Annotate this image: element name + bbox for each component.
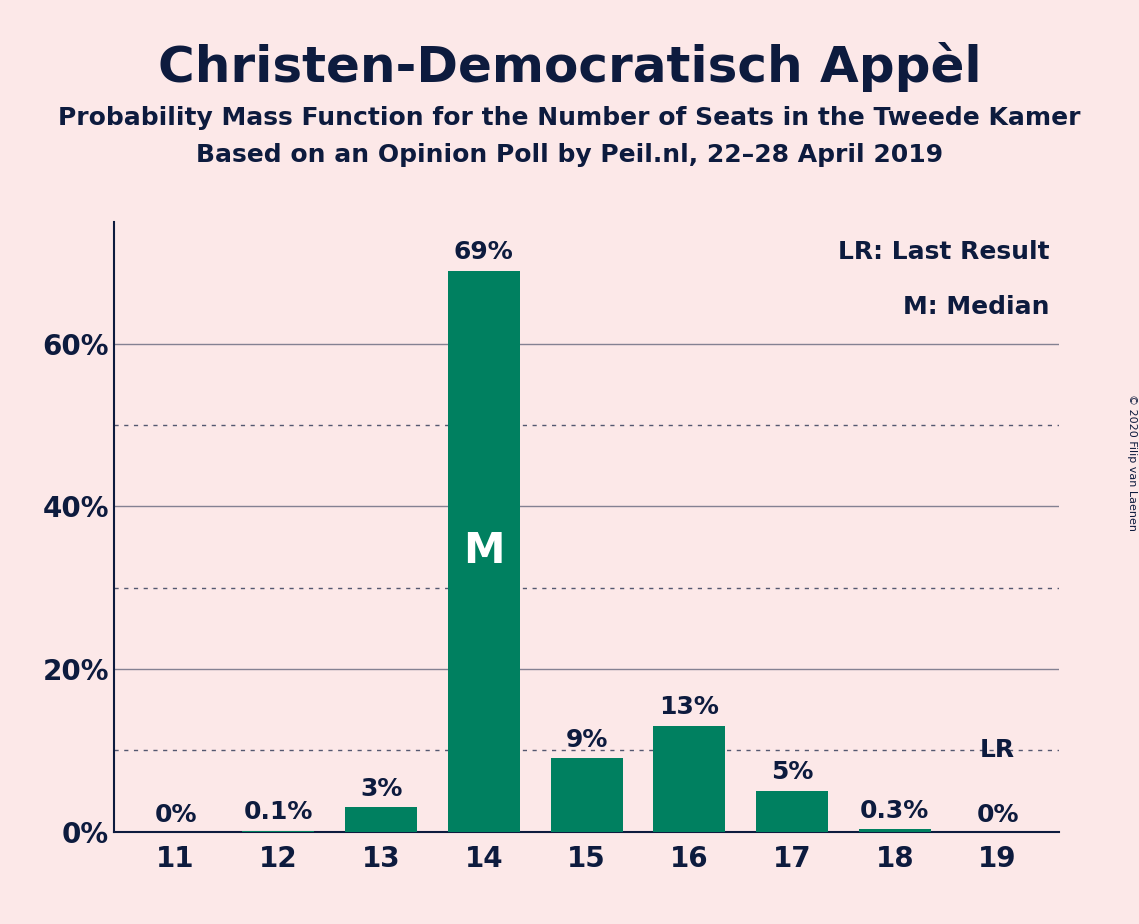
Text: 3%: 3%	[360, 777, 402, 801]
Bar	[654, 726, 726, 832]
Text: Christen-Democratisch Appèl: Christen-Democratisch Appèl	[157, 42, 982, 91]
Bar	[550, 759, 623, 832]
Text: 0%: 0%	[154, 803, 197, 827]
Text: 5%: 5%	[771, 760, 813, 784]
Text: 0%: 0%	[976, 803, 1019, 827]
Text: 13%: 13%	[659, 696, 720, 720]
Text: LR: LR	[980, 738, 1015, 762]
Bar	[345, 808, 417, 832]
Text: M: Median: M: Median	[903, 295, 1050, 319]
Bar	[448, 271, 519, 832]
Text: Based on an Opinion Poll by Peil.nl, 22–28 April 2019: Based on an Opinion Poll by Peil.nl, 22–…	[196, 143, 943, 167]
Bar	[756, 791, 828, 832]
Text: Probability Mass Function for the Number of Seats in the Tweede Kamer: Probability Mass Function for the Number…	[58, 106, 1081, 130]
Bar	[859, 829, 931, 832]
Text: 0.3%: 0.3%	[860, 798, 929, 822]
Text: © 2020 Filip van Laenen: © 2020 Filip van Laenen	[1126, 394, 1137, 530]
Text: 69%: 69%	[454, 240, 514, 264]
Text: M: M	[464, 530, 505, 572]
Text: 0.1%: 0.1%	[244, 800, 313, 824]
Text: 9%: 9%	[565, 728, 608, 752]
Text: LR: Last Result: LR: Last Result	[838, 240, 1050, 264]
